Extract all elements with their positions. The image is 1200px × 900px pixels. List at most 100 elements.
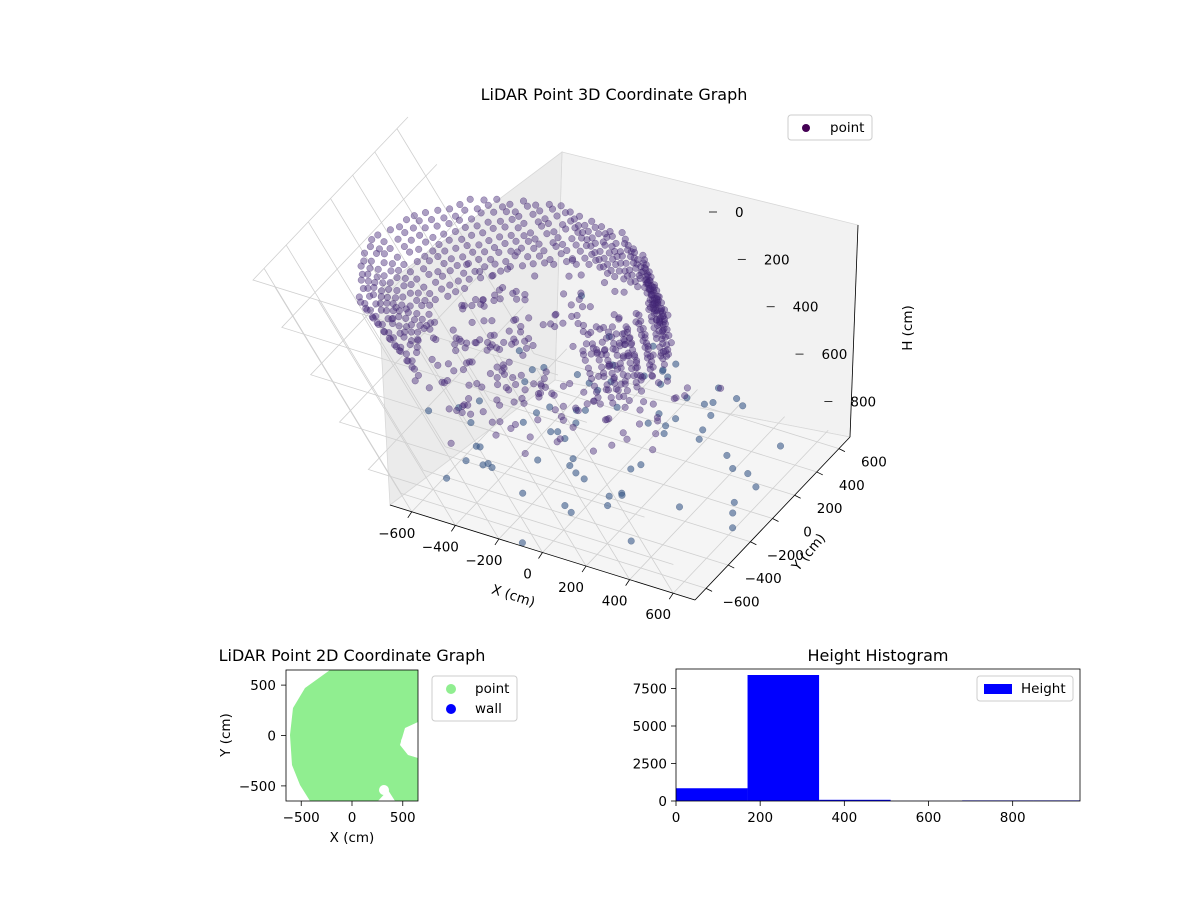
- point-3d: [501, 223, 509, 231]
- point-3d: [438, 285, 446, 293]
- point-3d: [509, 289, 517, 297]
- ticks-3d: −600 −600 −400 −400 −200 −200 0 0 200 200 400 400 60…: [378, 205, 887, 623]
- point-3d: [569, 423, 577, 431]
- point-3d: [357, 262, 365, 270]
- point-3d: [373, 319, 381, 327]
- point-3d: [382, 307, 391, 315]
- point-3d: [595, 230, 603, 238]
- point-3d: [620, 275, 628, 283]
- point-3d: [572, 241, 580, 249]
- y-tick-3d: [705, 587, 713, 592]
- point-3d: [391, 341, 399, 349]
- point-3d: [484, 338, 492, 346]
- gap-2d-a: [401, 735, 415, 749]
- point-3d: [612, 346, 620, 354]
- point-3d: [473, 380, 481, 388]
- point-3d: [510, 316, 518, 324]
- x-tick-label-3d: −200: [465, 553, 502, 569]
- point-3d: [523, 202, 531, 210]
- point-3d: [574, 222, 583, 230]
- point-3d: [488, 418, 496, 426]
- point-3d: [406, 268, 414, 276]
- point-3d: [630, 372, 638, 380]
- point-3d: [525, 314, 533, 322]
- point-3d: [600, 279, 609, 287]
- point-3d: [596, 247, 604, 255]
- point-3d: [551, 311, 559, 319]
- grid-line-y: [489, 399, 795, 496]
- point-3d: [443, 377, 451, 385]
- point-3d: [683, 384, 691, 392]
- x-tick-3d: [538, 552, 543, 559]
- point-3d: [446, 267, 454, 275]
- x-tick-3d: [494, 538, 500, 546]
- point-3d: [580, 475, 588, 483]
- point-3d: [559, 402, 567, 410]
- y-tick-label-3d: −400: [745, 571, 782, 587]
- point-3d: [569, 342, 577, 350]
- point-3d: [641, 264, 649, 272]
- point-3d: [402, 314, 410, 322]
- point-3d: [490, 244, 499, 252]
- point-3d: [508, 215, 516, 223]
- point-3d: [608, 333, 616, 341]
- grid-line-x-wall: [535, 368, 674, 594]
- point-3d: [493, 373, 501, 382]
- point-3d: [453, 261, 461, 270]
- point-3d: [584, 227, 592, 235]
- point-3d: [683, 394, 691, 402]
- point-3d: [452, 244, 460, 252]
- point-3d: [681, 392, 689, 400]
- point-3d: [440, 230, 448, 238]
- point-3d: [414, 289, 422, 297]
- point-3d: [610, 375, 618, 383]
- point-3d: [559, 240, 567, 248]
- point-3d: [519, 418, 527, 426]
- points-3d: [355, 195, 785, 547]
- point-3d: [650, 324, 658, 332]
- point-3d: [655, 410, 663, 418]
- point-3d: [603, 233, 611, 241]
- point-3d: [434, 206, 442, 214]
- point-3d: [501, 239, 509, 248]
- point-3d: [510, 398, 518, 406]
- point-3d: [546, 403, 554, 411]
- point-3d: [707, 411, 715, 419]
- point-3d: [454, 277, 462, 285]
- point-3d: [410, 365, 418, 373]
- point-3d: [425, 407, 433, 415]
- point-3d: [486, 370, 494, 378]
- point-3d: [626, 359, 634, 367]
- point-3d: [492, 431, 500, 439]
- point-3d: [406, 248, 414, 256]
- point-3d: [406, 302, 414, 310]
- point-3d: [461, 284, 469, 292]
- grid-line-x: [585, 402, 742, 567]
- point-3d: [435, 240, 443, 249]
- point-3d: [632, 359, 641, 367]
- point-3d: [358, 270, 366, 278]
- point-3d: [714, 384, 723, 392]
- point-3d: [554, 428, 562, 436]
- x-tick-label-hist: 0: [672, 810, 681, 826]
- x-tick-label-hist: 800: [1000, 810, 1026, 826]
- point-3d: [582, 340, 590, 348]
- point-3d: [403, 357, 411, 365]
- point-3d: [647, 291, 655, 299]
- point-3d: [395, 307, 403, 315]
- point-3d: [517, 244, 525, 252]
- point-3d: [414, 328, 422, 336]
- y-tick-3d: [816, 471, 823, 476]
- point-3d: [512, 237, 520, 245]
- point-3d: [494, 381, 502, 389]
- point-3d: [500, 338, 508, 346]
- point-3d: [616, 359, 624, 368]
- point-3d: [431, 318, 439, 326]
- point-3d: [595, 356, 603, 364]
- point-3d: [613, 351, 621, 359]
- point-3d: [491, 291, 499, 299]
- point-3d: [541, 259, 549, 267]
- point-3d: [472, 296, 480, 304]
- point-3d: [607, 393, 615, 402]
- point-3d: [661, 347, 669, 355]
